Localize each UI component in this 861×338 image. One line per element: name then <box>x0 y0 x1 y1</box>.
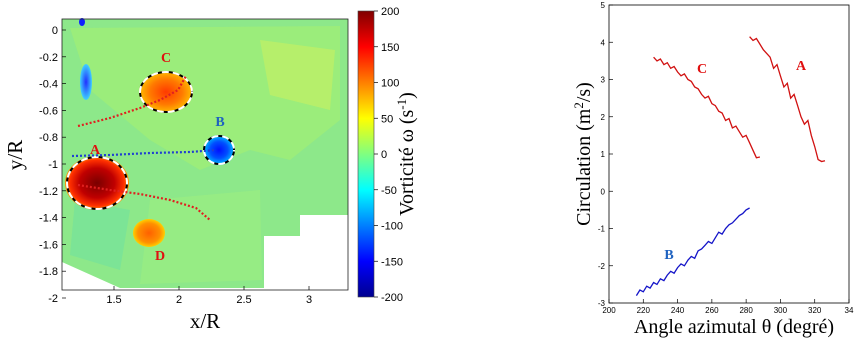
heatmap-x-tick-label: 1.5 <box>106 294 121 306</box>
field-mottle-3 <box>260 40 335 110</box>
heatmap-x-ticks: 1.5 2 2.5 3 <box>106 286 312 306</box>
label-d: D <box>155 249 165 264</box>
line-y-ticks: 5 4 3 2 1 0 -1 -2 -3 <box>598 1 613 308</box>
heatmap-y-tick-label: -0.8 <box>39 132 58 144</box>
heatmap-y-tick-label: -1.6 <box>39 239 58 251</box>
line-x-tick-label: 260 <box>705 306 719 315</box>
line-x-tick-label: 320 <box>808 306 822 315</box>
line-y-label: Circulation (m2/s) <box>571 82 595 226</box>
colorbar-tick-label: -100 <box>381 221 403 233</box>
line-x-tick-label: 200 <box>602 306 616 315</box>
field-mottle-4 <box>70 200 130 270</box>
line-y-tick-label: 5 <box>601 1 606 10</box>
heatmap-x-tick-label: 3 <box>306 294 312 306</box>
line-y-tick-label: -2 <box>598 262 606 271</box>
label-a: A <box>90 143 101 158</box>
line-y-tick-label: 3 <box>601 76 606 85</box>
heatmap-y-tick-label: -0.6 <box>39 105 58 117</box>
colorbar-tick-label: 150 <box>381 42 399 54</box>
heatmap-y-tick-label: -1.4 <box>39 213 58 225</box>
blue-spot <box>80 64 92 100</box>
heatmap-y-label: y/R <box>3 140 27 170</box>
series-c-label: C <box>697 62 707 77</box>
series-a-label: A <box>796 59 807 74</box>
series-a-line <box>749 36 826 163</box>
vortex-b-blob <box>203 135 235 165</box>
heatmap-y-tick-label: 0 <box>52 25 58 37</box>
heatmap-y-ticks: 0 -0.2 -0.4 -0.6 -0.8 -1 -1.2 -1.4 -1.6 -1.8 -2 <box>39 25 66 305</box>
series-b-line <box>635 207 750 296</box>
colorbar-tick-label: -50 <box>381 185 397 197</box>
colorbar-tick-label: 200 <box>381 6 399 18</box>
line-plot-frame <box>608 4 850 304</box>
trajectory-b <box>71 148 217 158</box>
colorbar-tick-label: -150 <box>381 256 403 268</box>
series-b-label: B <box>664 248 673 263</box>
line-x-tick-label: 240 <box>671 306 685 315</box>
heatmap-y-tick-label: -2 <box>48 293 58 305</box>
vortex-a-blob <box>65 156 129 210</box>
heatmap-y-tick-label: -1 <box>48 159 58 171</box>
heatmap-x-label: x/R <box>190 309 220 333</box>
line-y-tick-label: 0 <box>601 187 606 196</box>
colorbar-label: Vorticité ω (s-1) <box>394 92 418 216</box>
vortex-d-blob <box>133 219 165 247</box>
heatmap-x-tick-label: 2.5 <box>236 294 251 306</box>
line-y-tick-label: -1 <box>598 225 606 234</box>
line-x-ticks: 200 220 240 260 280 300 320 34 <box>602 299 854 315</box>
series-c-line <box>653 56 761 159</box>
trajectory-c <box>77 75 187 128</box>
colorbar-tick-label: 100 <box>381 78 399 90</box>
line-y-tick-label: 2 <box>601 113 606 122</box>
colorbar-tick-label: -200 <box>381 292 403 304</box>
heatmap-y-tick-label: -0.4 <box>39 79 58 91</box>
colorbar-gradient <box>357 10 375 298</box>
line-y-tick-label: 1 <box>601 150 606 159</box>
line-x-tick-label: 34 <box>845 306 854 315</box>
label-c: C <box>161 51 171 66</box>
trajectory-a <box>77 183 211 221</box>
heatmap-y-tick-label: -1.8 <box>39 266 58 278</box>
line-series <box>635 36 826 296</box>
line-y-tick-label: 4 <box>601 38 606 47</box>
label-b: B <box>215 115 224 130</box>
vorticity-panel: A B C D 1.5 2 2.5 3 0 -0.2 -0.4 -0.6 -0.8 -1 -1.2… <box>3 18 349 333</box>
colorbar-tick-label: 50 <box>381 113 393 125</box>
vortex-c-blob <box>139 71 193 113</box>
vortex-trajectories <box>71 75 217 221</box>
circulation-panel: 200 220 240 260 280 300 320 34 5 4 3 2 1 0 -1 -2 -3 A B… <box>571 1 854 338</box>
line-x-tick-label: 220 <box>637 306 651 315</box>
line-x-tick-label: 280 <box>739 306 753 315</box>
field-mottle-2 <box>140 190 262 284</box>
colorbar-tick-label: 0 <box>381 149 387 161</box>
heatmap-x-tick-label: 2 <box>176 294 182 306</box>
line-x-tick-label: 300 <box>774 306 788 315</box>
colorbar: 200 150 100 50 0 -50 -100 -150 -200 Vorticité ω … <box>357 6 418 304</box>
line-x-label: Angle azimutal θ (degré) <box>634 316 834 338</box>
heatmap-frame <box>61 18 349 291</box>
colorbar-ticks: 200 150 100 50 0 -50 -100 -150 -200 <box>374 6 403 304</box>
heatmap-y-tick-label: -1.2 <box>39 186 58 198</box>
line-y-tick-label: -3 <box>598 299 606 308</box>
blue-dot <box>79 18 85 26</box>
heatmap-y-tick-label: -0.2 <box>39 52 58 64</box>
